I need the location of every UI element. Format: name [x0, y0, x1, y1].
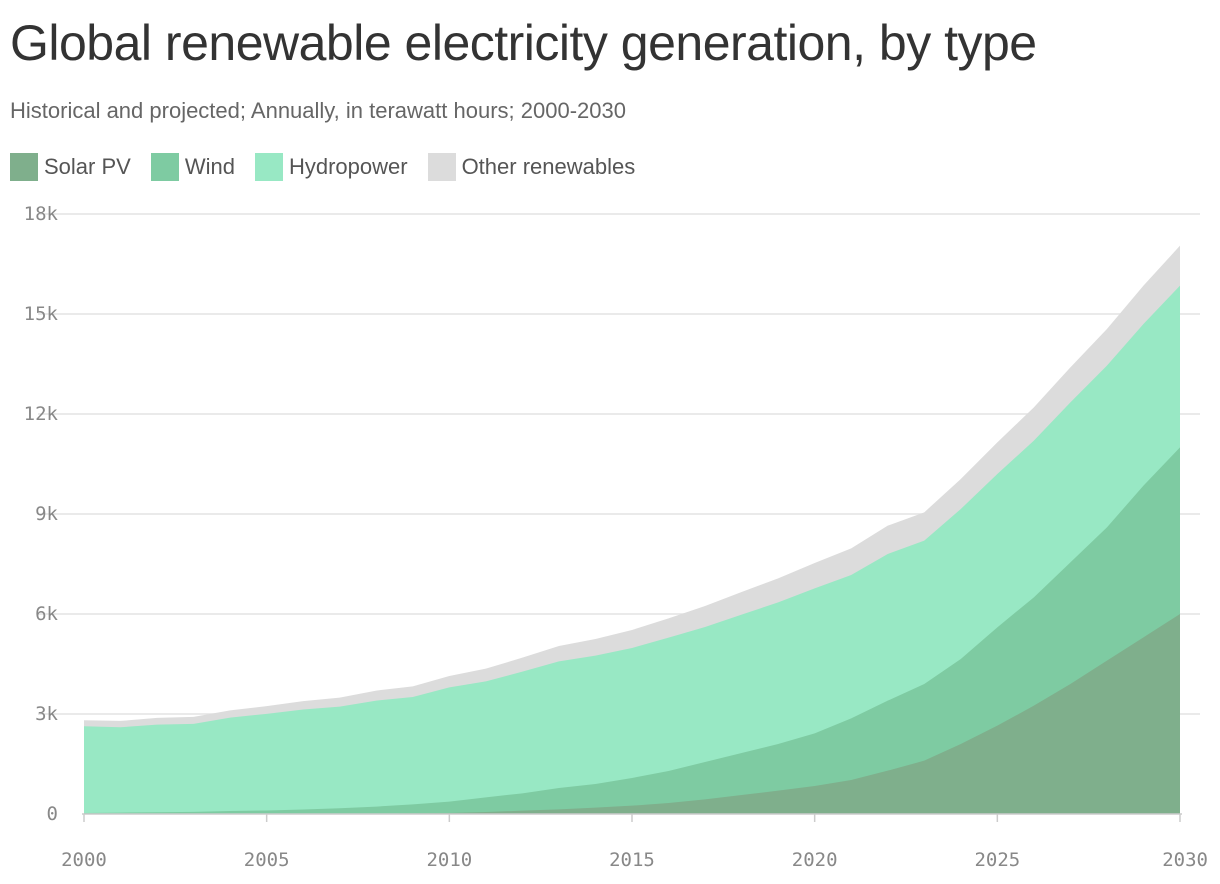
y-tick-label: 15k — [24, 303, 59, 325]
x-tick-label: 2005 — [244, 849, 290, 871]
legend-label-other-renewables: Other renewables — [461, 154, 636, 179]
x-tick-label: 2015 — [609, 849, 655, 871]
legend-item-solar-pv: Solar PV — [10, 153, 131, 181]
y-tick-label: 18k — [24, 203, 59, 225]
y-tick-label: 6k — [35, 603, 58, 625]
stacked-areas — [84, 245, 1180, 815]
legend-swatch-wind — [150, 153, 179, 181]
legend-label-hydropower: Hydropower — [288, 154, 408, 179]
legend-item-other-renewables: Other renewables — [427, 153, 636, 181]
y-tick-label: 0 — [47, 803, 58, 825]
x-tick-label: 2020 — [792, 849, 838, 871]
legend-item-wind: Wind — [150, 153, 235, 181]
x-axis-tick-labels: 2000 2005 2010 2015 2020 2025 2030 — [61, 849, 1208, 871]
legend-swatch-solar-pv — [10, 153, 38, 181]
y-tick-label: 9k — [35, 503, 58, 525]
area-wind — [84, 447, 1180, 814]
legend-swatch-hydropower — [254, 153, 283, 181]
chart-title: Global renewable electricity generation,… — [10, 15, 1037, 71]
y-tick-label: 3k — [35, 703, 58, 725]
area-hydropower — [84, 285, 1180, 815]
axes — [82, 813, 1182, 822]
y-axis-tick-labels: 0 3k 6k 9k 12k 15k 18k — [24, 203, 59, 825]
legend-label-solar-pv: Solar PV — [44, 154, 131, 179]
y-tick-label: 12k — [24, 403, 59, 425]
x-tick-label: 2025 — [974, 849, 1020, 871]
legend-label-wind: Wind — [184, 154, 235, 179]
x-tick-label: 2030 — [1162, 849, 1208, 871]
legend-item-hydropower: Hydropower — [254, 153, 408, 181]
x-tick-label: 2000 — [61, 849, 107, 871]
legend: Solar PV Wind Hydropower Other renewable… — [10, 153, 655, 181]
chart-subtitle: Historical and projected; Annually, in t… — [10, 98, 626, 123]
legend-swatch-other-renewables — [427, 153, 456, 181]
area-solar-pv — [84, 614, 1180, 814]
x-tick-label: 2010 — [426, 849, 472, 871]
